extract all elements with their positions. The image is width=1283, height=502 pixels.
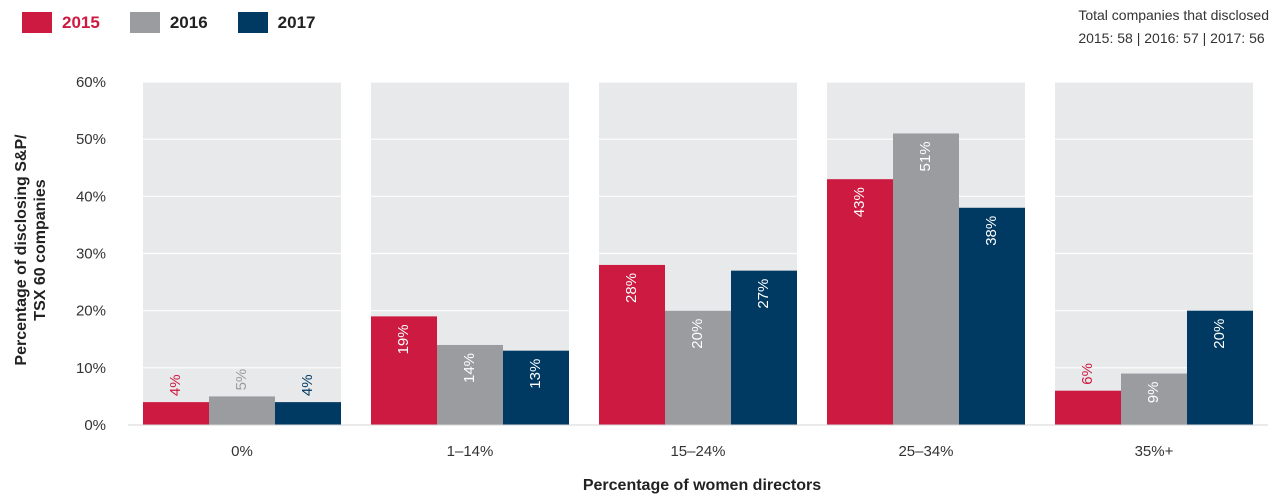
bar-value-label: 13% [527, 359, 544, 389]
legend-item-2016: 2016 [129, 12, 208, 33]
y-tick-label: 30% [76, 246, 106, 263]
bar-value-label: 51% [917, 141, 934, 171]
y-axis-title: Percentage of disclosing S&P/TSX 60 comp… [13, 134, 49, 366]
bar [143, 402, 209, 425]
y-tick-label: 50% [76, 131, 106, 148]
legend-label-2015: 2015 [62, 12, 100, 32]
x-axis-title: Percentage of women directors [583, 477, 821, 494]
x-tick-label: 0% [231, 443, 253, 460]
bar [209, 396, 275, 425]
bar-value-label: 14% [461, 353, 478, 383]
bar [1121, 373, 1187, 425]
bar [827, 179, 893, 425]
legend-label-2016: 2016 [169, 12, 208, 32]
bar [665, 310, 731, 425]
bar [503, 350, 569, 425]
y-axis-title-line: Percentage of disclosing S&P/ [13, 134, 30, 366]
bar-value-label: 4% [167, 374, 184, 396]
bar-value-label: 28% [623, 273, 640, 303]
y-axis-title-line: TSX 60 companies [32, 179, 49, 320]
legend-item-2017: 2017 [237, 12, 316, 33]
bar [731, 270, 797, 425]
y-tick-label: 60% [76, 74, 106, 91]
bar [599, 264, 665, 425]
legend-swatch-2015 [22, 12, 52, 33]
legend: 2015 2016 2017 [22, 12, 345, 33]
bar-value-label: 38% [983, 216, 1000, 246]
legend-swatch-2016 [129, 12, 160, 33]
note-line-1: Total companies that disclosed [1078, 7, 1269, 23]
legend-label-2017: 2017 [277, 12, 316, 32]
bar-value-label: 43% [851, 187, 868, 217]
bar-value-label: 5% [233, 369, 250, 391]
legend-item-2015: 2015 [22, 12, 100, 33]
bar-value-label: 27% [755, 279, 772, 309]
bar [1055, 390, 1121, 425]
bar [437, 344, 503, 425]
y-tick-label: 40% [76, 188, 106, 205]
x-tick-label: 15–24% [670, 443, 725, 460]
bar-value-label: 9% [1145, 382, 1162, 404]
y-tick-label: 20% [76, 303, 106, 320]
bar-value-label: 20% [689, 319, 706, 349]
x-tick-label: 35%+ [1135, 443, 1174, 460]
bar [371, 316, 437, 425]
x-tick-label: 1–14% [447, 443, 494, 460]
bar-value-label: 6% [1079, 363, 1096, 385]
y-tick-label: 0% [84, 417, 106, 434]
y-tick-label: 10% [76, 360, 106, 377]
disclosure-note: Total companies that disclosed 2015: 58 … [1078, 4, 1269, 50]
bar-value-label: 19% [395, 324, 412, 354]
bar-value-label: 4% [299, 374, 316, 396]
bar [1187, 310, 1253, 425]
bar [959, 207, 1025, 425]
legend-swatch-2017 [237, 12, 268, 33]
bar [275, 402, 341, 425]
bar [893, 133, 959, 425]
bar-value-label: 20% [1211, 319, 1228, 349]
note-line-2: 2015: 58 | 2016: 57 | 2017: 56 [1078, 30, 1265, 46]
x-tick-label: 25–34% [898, 443, 953, 460]
